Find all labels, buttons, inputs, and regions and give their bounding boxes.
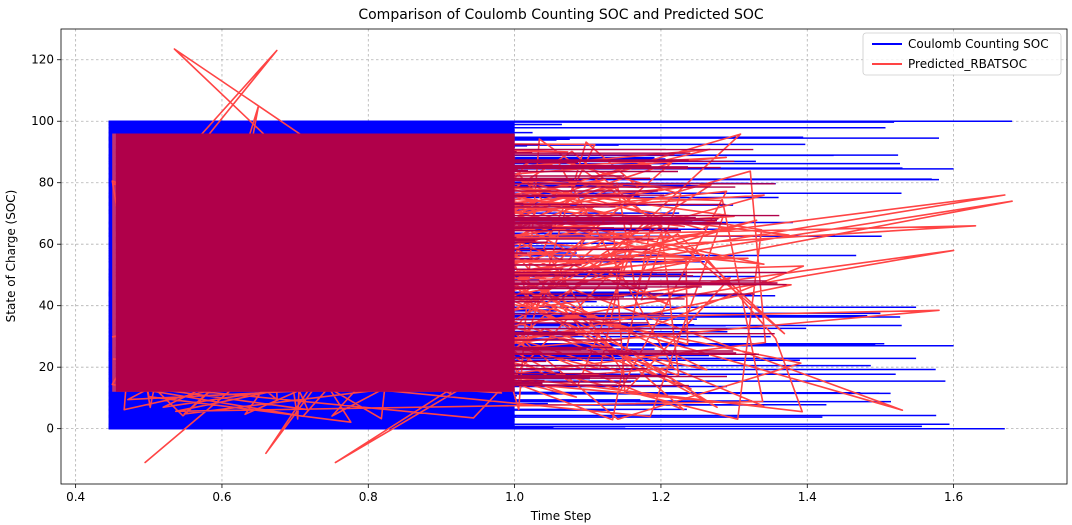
- x-tick-label: 0.4: [66, 490, 85, 504]
- y-tick-label: 120: [31, 53, 54, 67]
- y-tick-label: 20: [39, 360, 54, 374]
- x-tick-label: 0.8: [359, 490, 378, 504]
- y-tick-label: 80: [39, 176, 54, 190]
- legend: Coulomb Counting SOC Predicted_RBATSOC: [862, 32, 1062, 76]
- y-tick-label: 40: [39, 299, 54, 313]
- chart-title: Comparison of Coulomb Counting SOC and P…: [358, 7, 764, 23]
- x-tick-label: 1.4: [798, 490, 817, 504]
- predicted-line: [111, 48, 1013, 464]
- legend-label-coulomb: Coulomb Counting SOC: [908, 37, 1049, 51]
- y-tick-label: 100: [31, 114, 54, 128]
- x-tick-label: 1.2: [651, 490, 670, 504]
- x-tick-label: 1.6: [944, 490, 963, 504]
- legend-label-predicted: Predicted_RBATSOC: [908, 57, 1027, 71]
- plot-area: [60, 28, 1068, 485]
- y-axis-label: State of Charge (SOC): [4, 190, 18, 323]
- y-axis-ticks: 0 20 40 60 80 100 120: [31, 53, 61, 436]
- x-tick-label: 1.0: [505, 490, 524, 504]
- data-layer: [108, 48, 1013, 464]
- x-axis-label: Time Step: [530, 509, 592, 523]
- y-tick-label: 60: [39, 237, 54, 251]
- y-tick-label: 0: [46, 422, 54, 436]
- x-tick-label: 0.6: [212, 490, 231, 504]
- legend-frame: [862, 32, 1062, 76]
- x-axis-ticks: 0.4 0.6 0.8 1.0 1.2 1.4 1.6: [66, 484, 963, 504]
- overlap-lines: [115, 143, 787, 387]
